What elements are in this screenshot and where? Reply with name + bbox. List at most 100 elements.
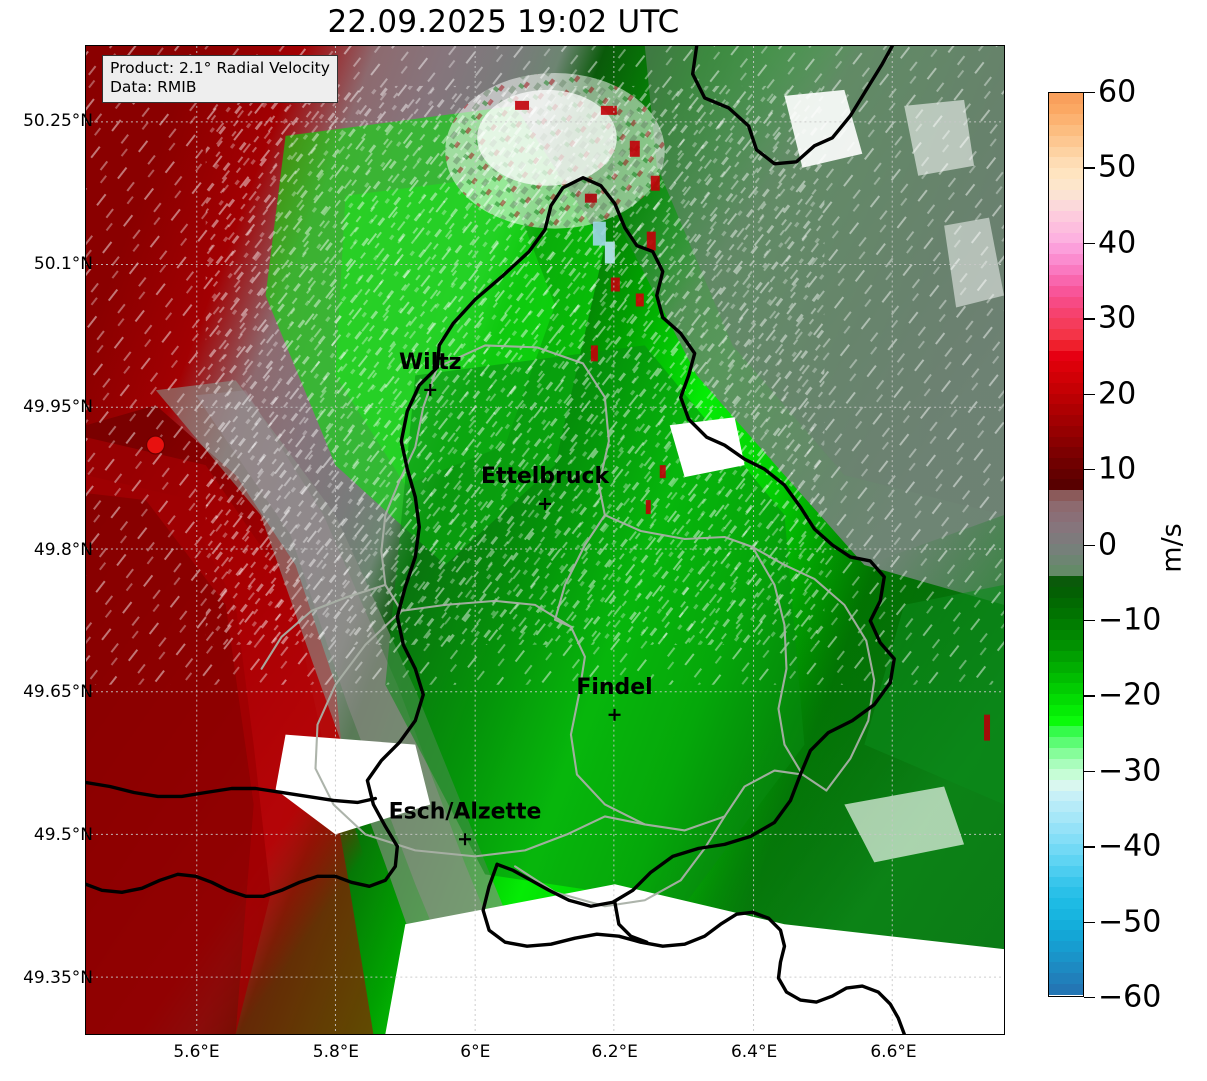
radar-map-svg: Wiltz Ettelbruck Findel Esch/Alzette bbox=[86, 46, 1004, 1034]
colorbar-tick-mark-4 bbox=[1084, 393, 1095, 396]
colorbar-band-27 bbox=[1049, 382, 1083, 394]
colorbar-band-67 bbox=[1049, 812, 1083, 823]
city-label: Esch/Alzette bbox=[389, 799, 542, 824]
colorbar-band-7 bbox=[1049, 168, 1083, 179]
longitude-tick-3: 6.2°E bbox=[591, 1042, 638, 1062]
longitude-tick-5: 6.6°E bbox=[870, 1042, 917, 1062]
velocity-zero-band bbox=[155, 380, 555, 1034]
colorbar-band-26 bbox=[1049, 372, 1083, 383]
colorbar-band-8 bbox=[1049, 178, 1083, 190]
region-boundaries bbox=[260, 344, 876, 908]
colorbar-tick-mark-10 bbox=[1084, 846, 1095, 848]
nodata-patch-nne bbox=[784, 89, 863, 168]
colorbar-band-35 bbox=[1049, 468, 1083, 480]
colorbar-band-77 bbox=[1049, 919, 1083, 931]
city-findel: Findel bbox=[576, 675, 653, 721]
longitude-tick-0: 5.6°E bbox=[173, 1042, 220, 1062]
colorbar-band-51 bbox=[1049, 640, 1083, 652]
city-label: Findel bbox=[576, 675, 652, 700]
colorbar-band-64 bbox=[1049, 780, 1083, 791]
colorbar-band-21 bbox=[1049, 318, 1083, 330]
colorbar-tick-label-10: −40 bbox=[1098, 828, 1162, 864]
colorbar-band-78 bbox=[1049, 930, 1083, 942]
colorbar-band-39 bbox=[1049, 511, 1083, 523]
colorbar-band-24 bbox=[1049, 350, 1083, 362]
gridlines bbox=[86, 46, 1004, 1034]
colorbar-band-29 bbox=[1049, 404, 1083, 416]
longitude-tick-1: 5.8°E bbox=[312, 1042, 360, 1062]
nodata-patch-ese bbox=[844, 786, 965, 863]
colorbar-tick-mark-12 bbox=[1084, 997, 1095, 999]
latitude-tick-4: 49.65°N bbox=[23, 682, 93, 703]
colorbar-tick-label-4: 20 bbox=[1098, 376, 1137, 412]
colorbar-band-43 bbox=[1049, 554, 1083, 566]
colorbar-band-16 bbox=[1049, 264, 1083, 276]
colorbar-band-2 bbox=[1049, 114, 1083, 126]
colorbar-tick-label-2: 40 bbox=[1098, 225, 1137, 261]
colorbar-tick-mark-1 bbox=[1084, 167, 1095, 169]
colorbar-tick-label-7: −10 bbox=[1098, 602, 1162, 638]
colorbar-band-75 bbox=[1049, 898, 1083, 909]
colorbar-band-80 bbox=[1049, 951, 1083, 963]
colorbar-band-3 bbox=[1049, 125, 1083, 136]
colorbar-band-53 bbox=[1049, 661, 1083, 673]
colorbar-tick-label-11: −50 bbox=[1098, 904, 1162, 940]
colorbar-band-52 bbox=[1049, 651, 1083, 662]
colorbar-band-1 bbox=[1049, 103, 1083, 115]
colorbar-band-4 bbox=[1049, 135, 1083, 147]
colorbar-band-15 bbox=[1049, 254, 1083, 265]
colorbar-band-46 bbox=[1049, 586, 1083, 598]
colorbar-tick-label-3: 30 bbox=[1098, 300, 1137, 336]
colorbar[interactable] bbox=[1048, 92, 1084, 997]
colorbar-band-12 bbox=[1049, 221, 1083, 233]
colorbar-band-69 bbox=[1049, 833, 1083, 845]
city-markers: Wiltz Ettelbruck Findel Esch/Alzette bbox=[389, 350, 653, 846]
colorbar-band-36 bbox=[1049, 479, 1083, 491]
colorbar-band-79 bbox=[1049, 941, 1083, 952]
colorbar-band-14 bbox=[1049, 243, 1083, 255]
colorbar-band-25 bbox=[1049, 361, 1083, 373]
nodata-wedge-south2 bbox=[405, 912, 645, 1034]
colorbar-band-28 bbox=[1049, 393, 1083, 405]
colorbar-tick-mark-3 bbox=[1084, 318, 1095, 320]
colorbar-band-73 bbox=[1049, 876, 1083, 888]
colorbar-band-81 bbox=[1049, 962, 1083, 974]
nodata-patch-ne bbox=[669, 417, 745, 478]
city-wiltz: Wiltz bbox=[399, 350, 461, 396]
colorbar-band-54 bbox=[1049, 672, 1083, 684]
colorbar-band-62 bbox=[1049, 758, 1083, 770]
radar-site-dot[interactable] bbox=[145, 435, 166, 455]
longitude-tick-2: 6°E bbox=[460, 1042, 491, 1062]
colorbar-tick-label-12: −60 bbox=[1098, 979, 1162, 1015]
colorbar-band-56 bbox=[1049, 694, 1083, 705]
latitude-tick-5: 49.5°N bbox=[33, 825, 93, 846]
longitude-tick-4: 6.4°E bbox=[730, 1042, 778, 1062]
colorbar-band-63 bbox=[1049, 769, 1083, 780]
colorbar-band-55 bbox=[1049, 683, 1083, 695]
nodata-strip-right bbox=[944, 217, 1004, 308]
colorbar-band-59 bbox=[1049, 726, 1083, 738]
nodata-patch-sw bbox=[275, 734, 431, 835]
colorbar-band-61 bbox=[1049, 747, 1083, 759]
colorbar-band-41 bbox=[1049, 533, 1083, 544]
map-panel[interactable]: Wiltz Ettelbruck Findel Esch/Alzette Produc… bbox=[85, 45, 1005, 1035]
latitude-tick-2: 49.95°N bbox=[23, 396, 93, 417]
latitude-tick-3: 49.8°N bbox=[33, 539, 93, 560]
colorbar-band-0 bbox=[1049, 93, 1083, 104]
colorbar-band-60 bbox=[1049, 737, 1083, 748]
colorbar-band-50 bbox=[1049, 629, 1083, 641]
colorbar-band-13 bbox=[1049, 232, 1083, 244]
colorbar-band-34 bbox=[1049, 457, 1083, 469]
colorbar-band-10 bbox=[1049, 200, 1083, 212]
colorbar-band-57 bbox=[1049, 704, 1083, 716]
colorbar-tick-label-5: 10 bbox=[1098, 451, 1137, 487]
colorbar-band-18 bbox=[1049, 286, 1083, 297]
colorbar-band-19 bbox=[1049, 296, 1083, 308]
colorbar-tick-label-8: −20 bbox=[1098, 677, 1162, 713]
colorbar-band-23 bbox=[1049, 339, 1083, 351]
colorbar-tick-mark-2 bbox=[1084, 242, 1095, 245]
colorbar-unit-label: m/s bbox=[1156, 523, 1188, 573]
city-label: Wiltz bbox=[399, 350, 461, 375]
city-ettelbruck: Ettelbruck bbox=[481, 464, 609, 510]
colorbar-band-44 bbox=[1049, 565, 1083, 577]
